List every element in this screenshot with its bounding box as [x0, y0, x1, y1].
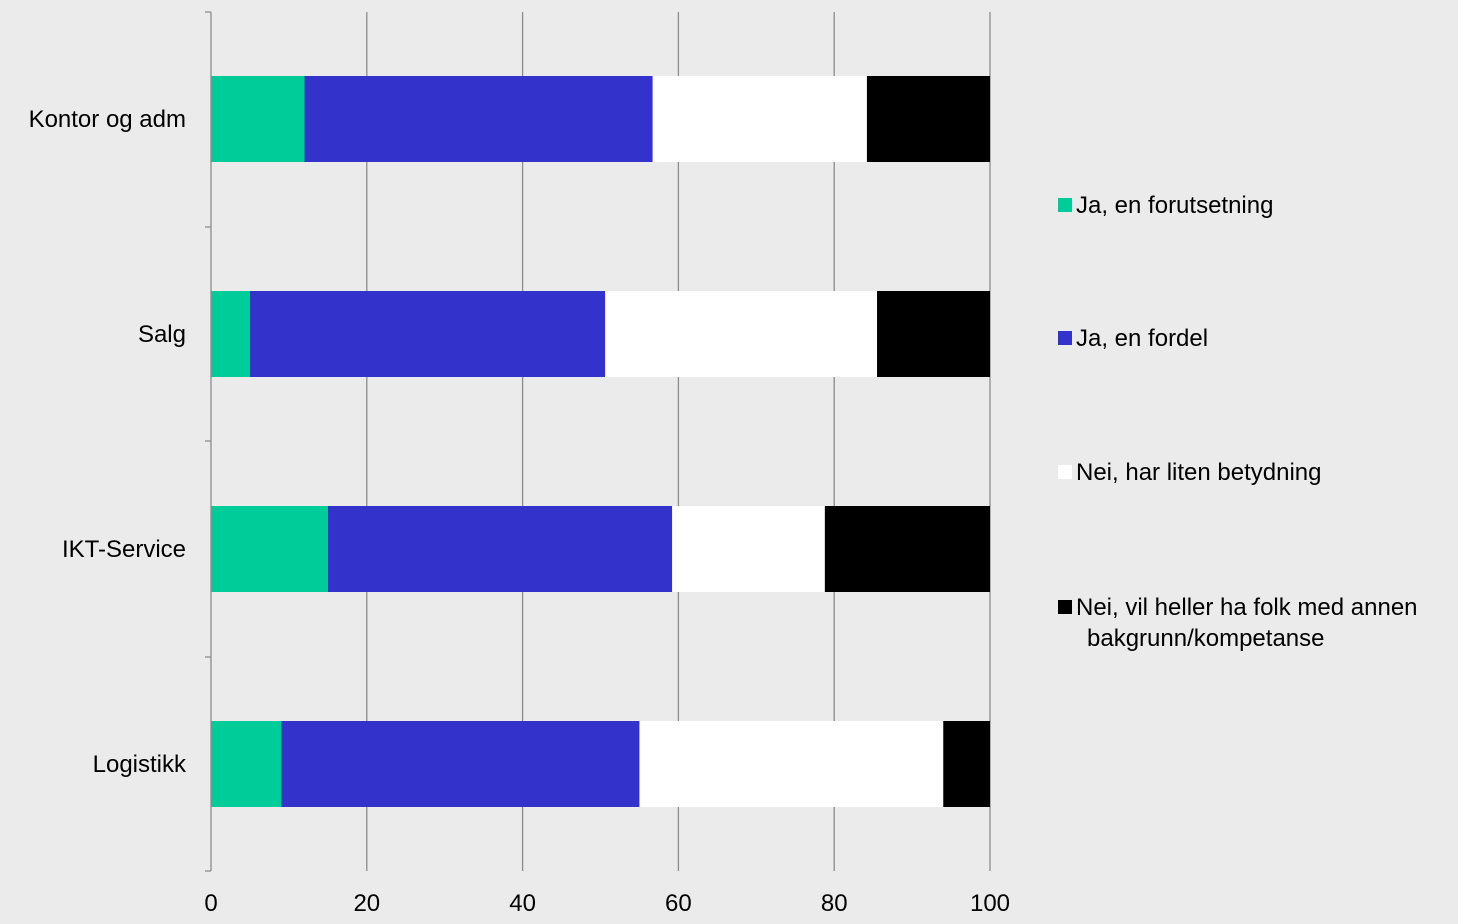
bar-ikt-service-series-2: [672, 506, 825, 592]
bar-salg-series-0: [211, 291, 250, 377]
x-tick-labels: 0 20 40 60 80 100: [204, 890, 1010, 917]
bar-salg-series-2: [605, 291, 878, 377]
category-label-ikt-service: IKT-Service: [62, 536, 186, 563]
bar-salg-series-1: [249, 291, 606, 377]
bar-logistikk-series-3: [943, 721, 990, 807]
x-tick-label-100: 100: [970, 890, 1010, 917]
bar-salg-series-3: [877, 291, 990, 377]
x-tick-label-80: 80: [821, 890, 848, 917]
category-label-salg: Salg: [138, 321, 186, 348]
bar-logistikk-series-0: [211, 721, 282, 807]
bar-logistikk-series-2: [639, 721, 944, 807]
legend-swatch-3: [1058, 600, 1072, 614]
legend-label-0: Ja, en forutsetning: [1076, 192, 1273, 219]
category-labels: Kontor og adm Salg IKT-Service Logistikk: [29, 106, 187, 778]
legend-label-2: Nei, har liten betydning: [1076, 459, 1321, 486]
bar-ikt-service-series-0: [211, 506, 328, 592]
category-label-logistikk: Logistikk: [93, 751, 187, 778]
legend-swatch-2: [1058, 465, 1072, 479]
axes: [205, 11, 212, 872]
bar-kontor-og-adm-series-3: [866, 76, 990, 162]
x-tick-label-60: 60: [665, 890, 692, 917]
legend-label-3: Nei, vil heller ha folk med annen bakgrun…: [1076, 594, 1418, 652]
category-label-kontor-og-adm: Kontor og adm: [29, 106, 186, 133]
bar-kontor-og-adm-series-0: [211, 76, 305, 162]
bar-kontor-og-adm-series-2: [652, 76, 867, 162]
bar-ikt-service-series-1: [327, 506, 673, 592]
legend-swatch-1: [1058, 331, 1072, 345]
x-tick-label-40: 40: [509, 890, 536, 917]
legend: Ja, en forutsetning Ja, en fordel Nei, har…: [1058, 192, 1418, 652]
bar-logistikk-series-1: [281, 721, 640, 807]
bar-kontor-og-adm-series-1: [304, 76, 653, 162]
x-tick-label-0: 0: [204, 890, 217, 917]
legend-label-1: Ja, en fordel: [1076, 325, 1208, 352]
bar-ikt-service-series-3: [824, 506, 990, 592]
bars: [211, 76, 990, 807]
legend-swatch-0: [1058, 198, 1072, 212]
x-tick-label-20: 20: [353, 890, 380, 917]
